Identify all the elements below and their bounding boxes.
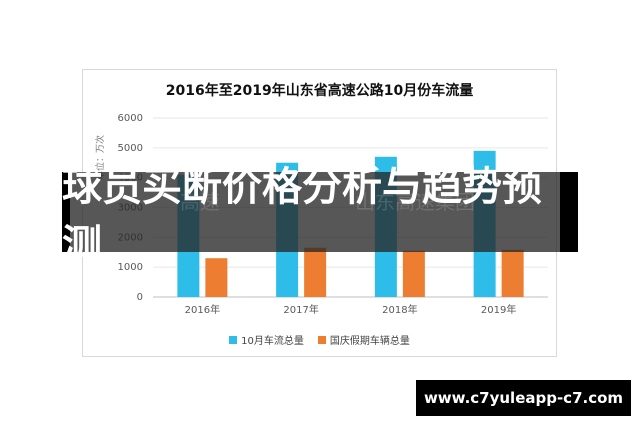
- legend-swatch: [317, 335, 326, 344]
- x-tick-label: 2019年: [481, 303, 516, 316]
- bar-holiday-total: [304, 247, 327, 297]
- site-url-badge[interactable]: www.c7yuleapp-c7.com: [416, 380, 631, 416]
- y-tick-label: 5000: [118, 143, 143, 154]
- x-tick-label: 2017年: [283, 303, 318, 316]
- headline-text: 球员买断价格分析与趋势预测: [62, 164, 542, 268]
- bar-holiday-total: [501, 249, 524, 297]
- chart-legend: 10月车流总量 国庆假期车辆总量: [83, 332, 556, 347]
- legend-item: 10月车流总量: [229, 332, 304, 347]
- bar-holiday-total: [402, 250, 425, 297]
- watermark-left: 高速: [180, 190, 220, 214]
- y-tick-label: 1000: [118, 262, 143, 273]
- legend-item: 国庆假期车辆总量: [317, 332, 410, 347]
- y-tick-label: 6000: [118, 113, 143, 124]
- banner-edge-right: [560, 172, 578, 252]
- bar-holiday-total: [205, 258, 228, 297]
- watermark-right: 山东高速集团: [355, 190, 475, 214]
- y-tick-label: 0: [137, 292, 143, 303]
- legend-label: 10月车流总量: [241, 336, 304, 347]
- banner-edge-left: [62, 172, 70, 252]
- x-tick-label: 2018年: [382, 303, 417, 316]
- legend-label: 国庆假期车辆总量: [329, 336, 410, 347]
- chart-title: 2016年至2019年山东省高速公路10月份车流量: [165, 83, 474, 99]
- x-tick-label: 2016年: [185, 303, 220, 316]
- legend-swatch: [229, 335, 238, 344]
- headline-banner: [62, 172, 578, 252]
